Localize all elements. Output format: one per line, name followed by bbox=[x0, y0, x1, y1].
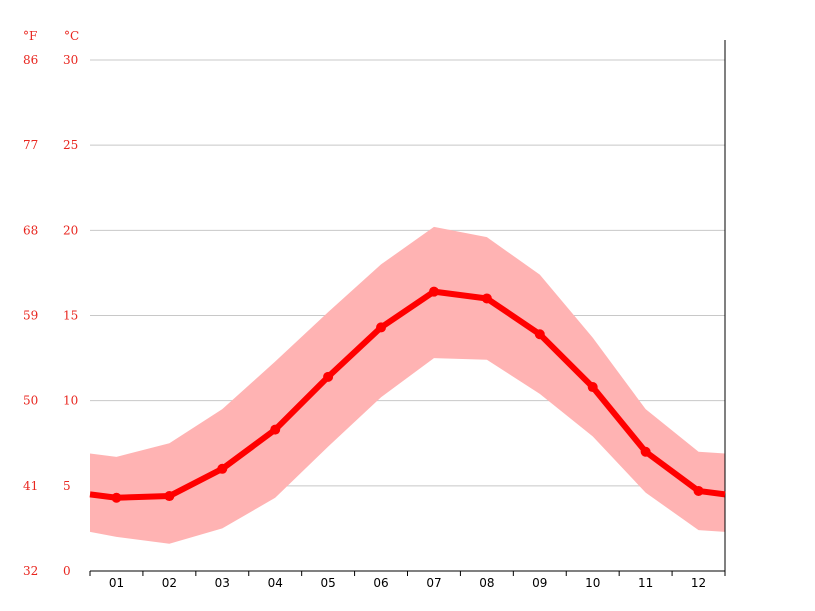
y-tick-label-fahrenheit: 68 bbox=[23, 223, 38, 237]
x-tick-label: 09 bbox=[532, 576, 547, 590]
y-tick-label-fahrenheit: 32 bbox=[23, 564, 38, 578]
data-point bbox=[111, 492, 122, 503]
temperature-range-band bbox=[90, 226, 725, 544]
y-tick-label-fahrenheit: 50 bbox=[23, 394, 38, 408]
y-tick-label-fahrenheit: 77 bbox=[23, 138, 38, 152]
y-tick-label-celsius: 25 bbox=[63, 138, 78, 152]
x-tick-label: 01 bbox=[109, 576, 124, 590]
x-tick-label: 08 bbox=[479, 576, 494, 590]
x-tick-label: 07 bbox=[426, 576, 441, 590]
data-point bbox=[534, 329, 545, 340]
y-tick-label-fahrenheit: 41 bbox=[23, 479, 38, 493]
fahrenheit-unit-label: °F bbox=[23, 29, 37, 43]
data-point bbox=[376, 322, 387, 333]
y-tick-label-celsius: 0 bbox=[63, 564, 71, 578]
axis-layer bbox=[89, 40, 726, 576]
y-tick-label-fahrenheit: 59 bbox=[23, 309, 38, 323]
label-layer: °F °C 0 32 5 41 10 50 15 59 20 68 25 77 30 86 01 02 03 04 05… bbox=[23, 29, 706, 590]
data-point bbox=[693, 485, 704, 496]
x-tick-label: 10 bbox=[585, 576, 600, 590]
data-point bbox=[217, 463, 228, 474]
data-point bbox=[640, 446, 651, 457]
x-tick-label: 03 bbox=[215, 576, 230, 590]
x-tick-label: 05 bbox=[320, 576, 335, 590]
x-tick-label: 12 bbox=[691, 576, 706, 590]
data-point bbox=[481, 293, 492, 304]
x-tick-label: 11 bbox=[638, 576, 653, 590]
data-point bbox=[164, 491, 175, 502]
data-point bbox=[270, 424, 281, 435]
data-point bbox=[323, 371, 334, 382]
x-tick-label: 04 bbox=[268, 576, 283, 590]
y-tick-label-celsius: 5 bbox=[63, 479, 71, 493]
x-tick-label: 06 bbox=[373, 576, 388, 590]
line-layer bbox=[89, 286, 726, 503]
celsius-unit-label: °C bbox=[64, 29, 79, 43]
y-tick-label-fahrenheit: 86 bbox=[23, 53, 38, 67]
average-temperature-line bbox=[89, 288, 726, 501]
x-tick-label: 02 bbox=[162, 576, 177, 590]
y-tick-label-celsius: 10 bbox=[63, 394, 78, 408]
y-tick-label-celsius: 20 bbox=[63, 223, 78, 237]
band-layer bbox=[90, 226, 725, 544]
y-tick-label-celsius: 30 bbox=[63, 53, 78, 67]
y-tick-label-celsius: 15 bbox=[63, 309, 78, 323]
data-point bbox=[587, 382, 598, 393]
data-point bbox=[428, 286, 439, 297]
